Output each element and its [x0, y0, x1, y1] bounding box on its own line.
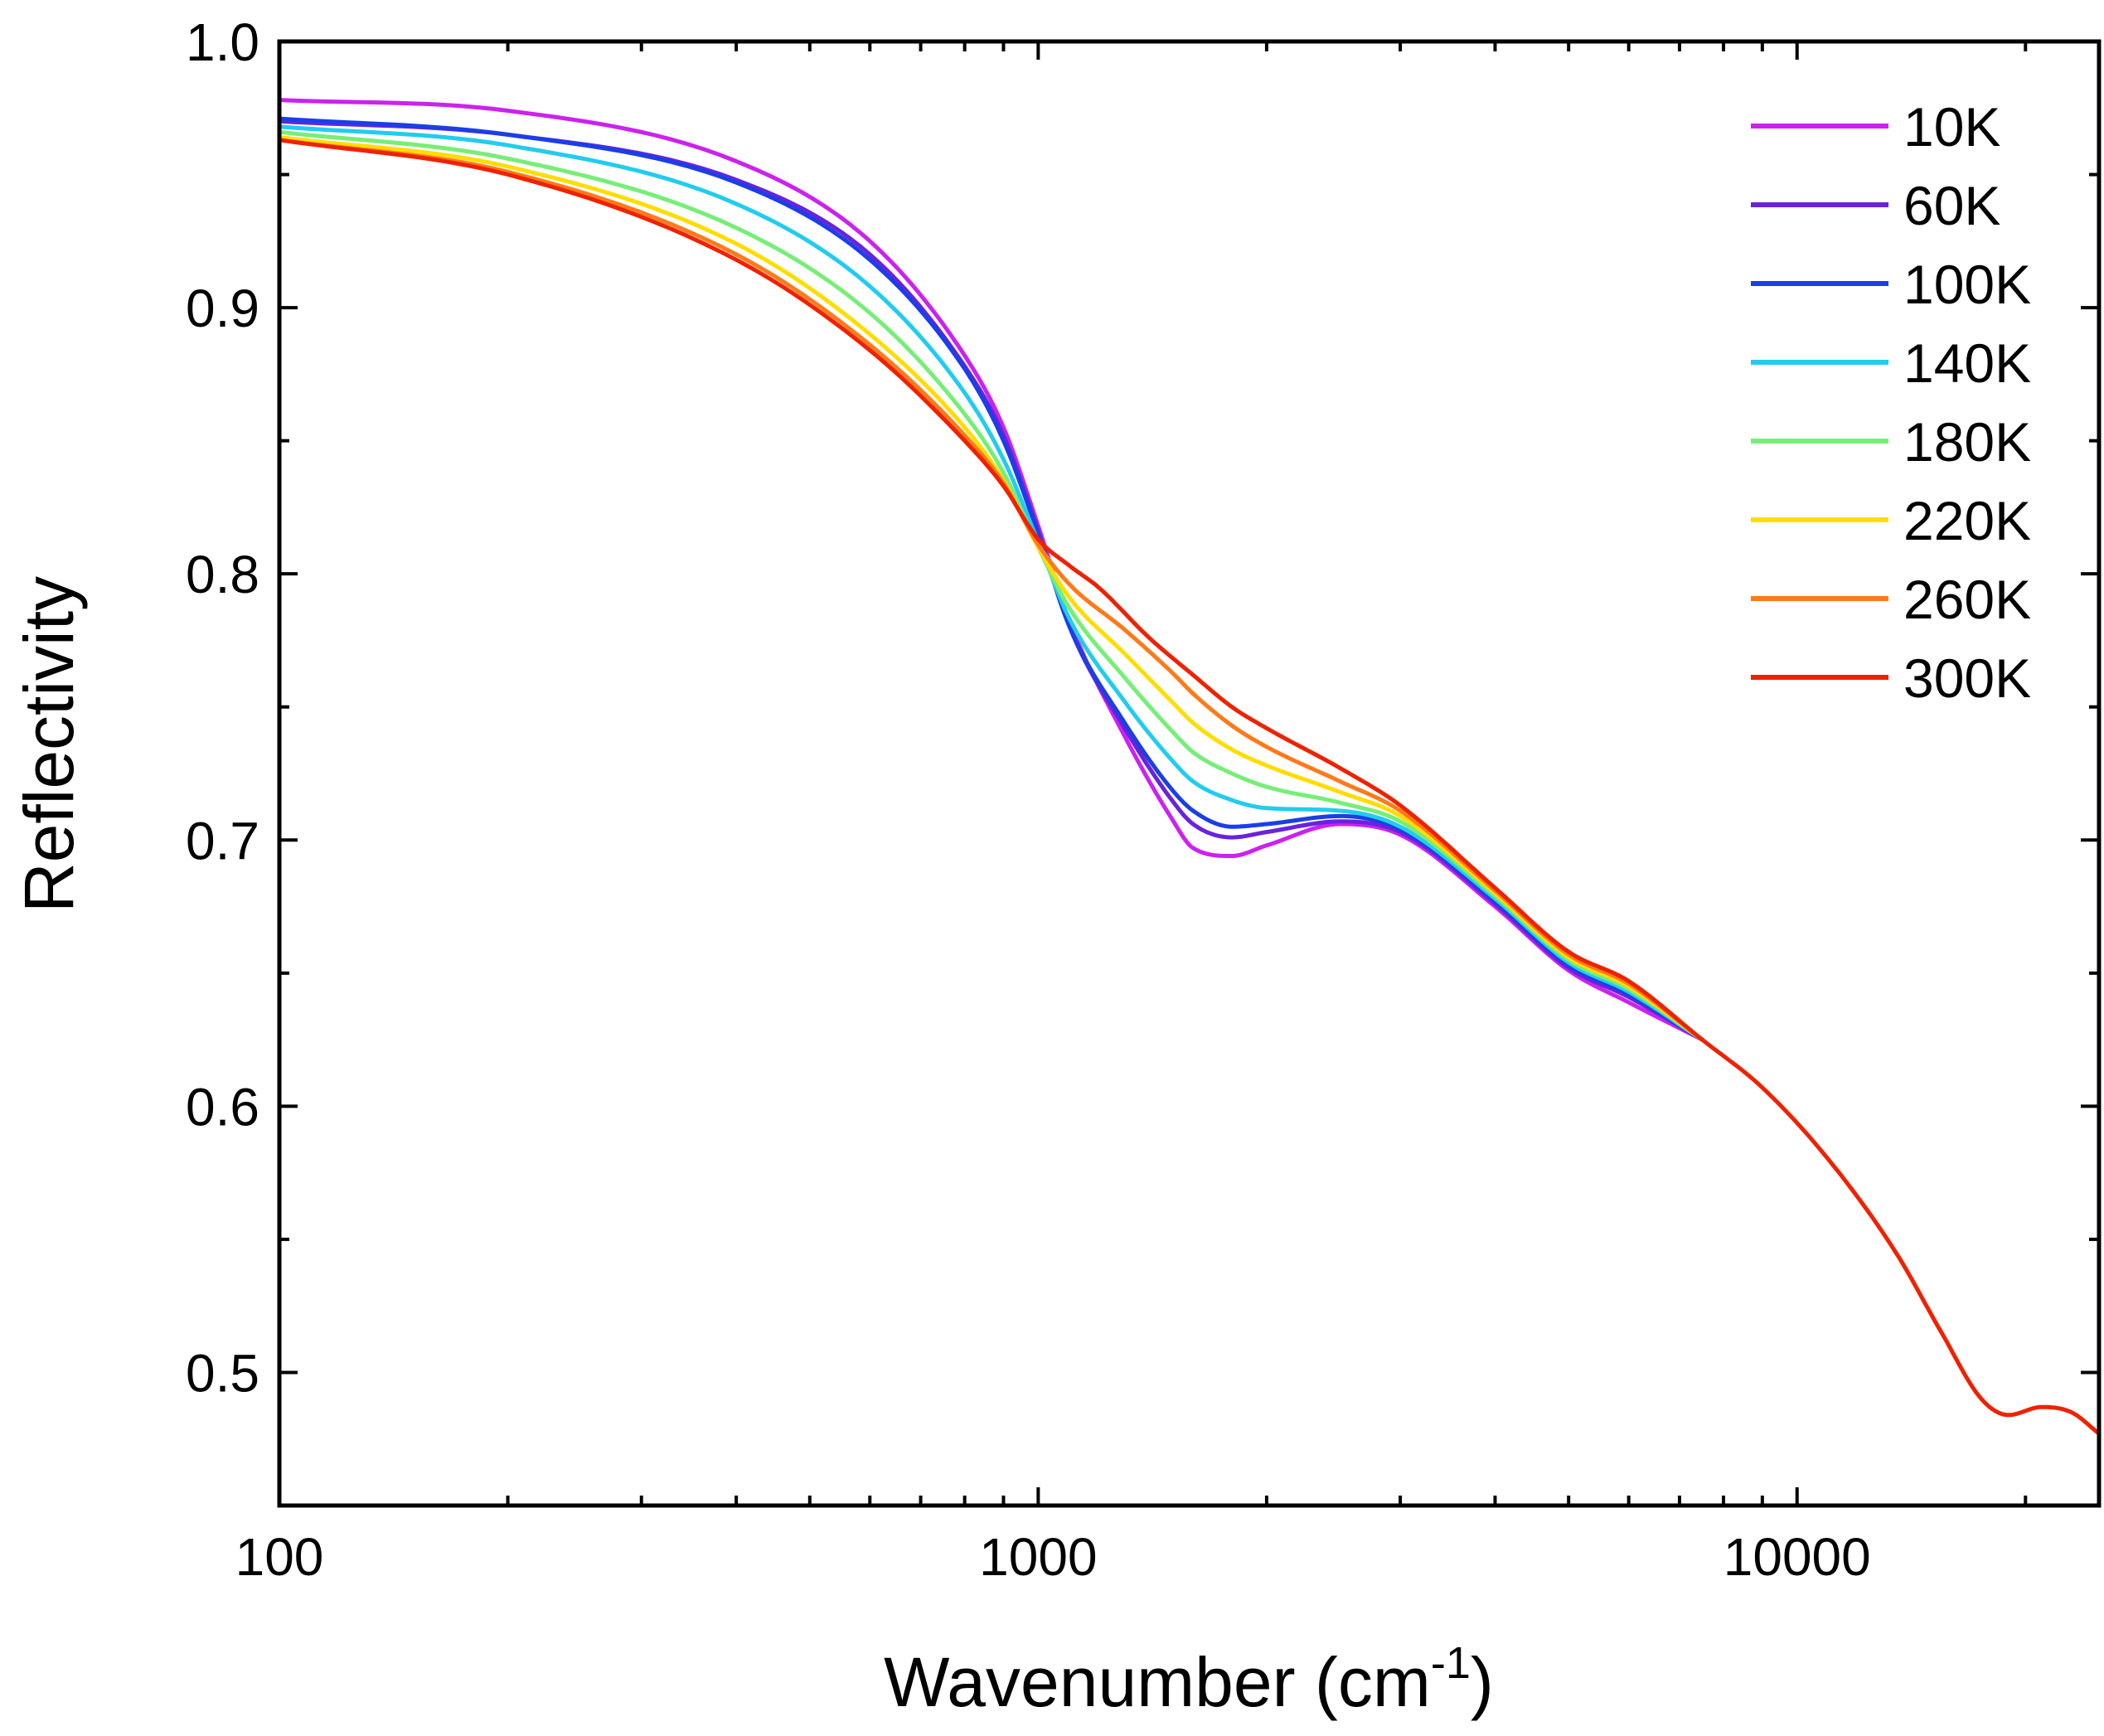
y-tick-label: 0.9 [186, 279, 259, 338]
legend-label-180k: 180K [1903, 411, 2031, 473]
series-line-220k [277, 135, 1704, 1042]
legend-label-300k: 300K [1903, 647, 2031, 709]
x-tick-label: 10000 [1723, 1527, 1871, 1587]
series-line-260k [277, 138, 1704, 1042]
x-tick-label: 100 [235, 1527, 324, 1587]
legend-label-60k: 60K [1903, 175, 2000, 236]
legend-label-10k: 10K [1903, 96, 2000, 158]
legend-label-100k: 100K [1903, 254, 2031, 315]
y-tick-label: 0.6 [186, 1077, 259, 1137]
y-tick-label: 0.7 [186, 811, 259, 870]
y-tick-label: 0.8 [186, 545, 259, 604]
axis-ticks: 0.5 0.6 0.7 0.8 0.9 1.0 100 1000 10000 [186, 12, 2099, 1587]
x-axis-label: Wavenumber (cm-1) [884, 1638, 1494, 1721]
y-tick-label: 1.0 [186, 12, 259, 72]
y-tick-label: 0.5 [186, 1343, 259, 1403]
y-axis-label: Reflectivity [10, 576, 88, 913]
legend-label-140k: 140K [1903, 332, 2031, 394]
plot-area-frame [277, 39, 2102, 1508]
legend: 10K 60K 100K 140K 180K 220K 260K 300K [1751, 96, 2031, 709]
legend-label-220k: 220K [1903, 490, 2031, 551]
x-tick-label: 1000 [979, 1527, 1097, 1587]
series-line-300k [277, 138, 2102, 1436]
legend-label-260k: 260K [1903, 569, 2031, 630]
series-layer [277, 98, 2102, 1436]
